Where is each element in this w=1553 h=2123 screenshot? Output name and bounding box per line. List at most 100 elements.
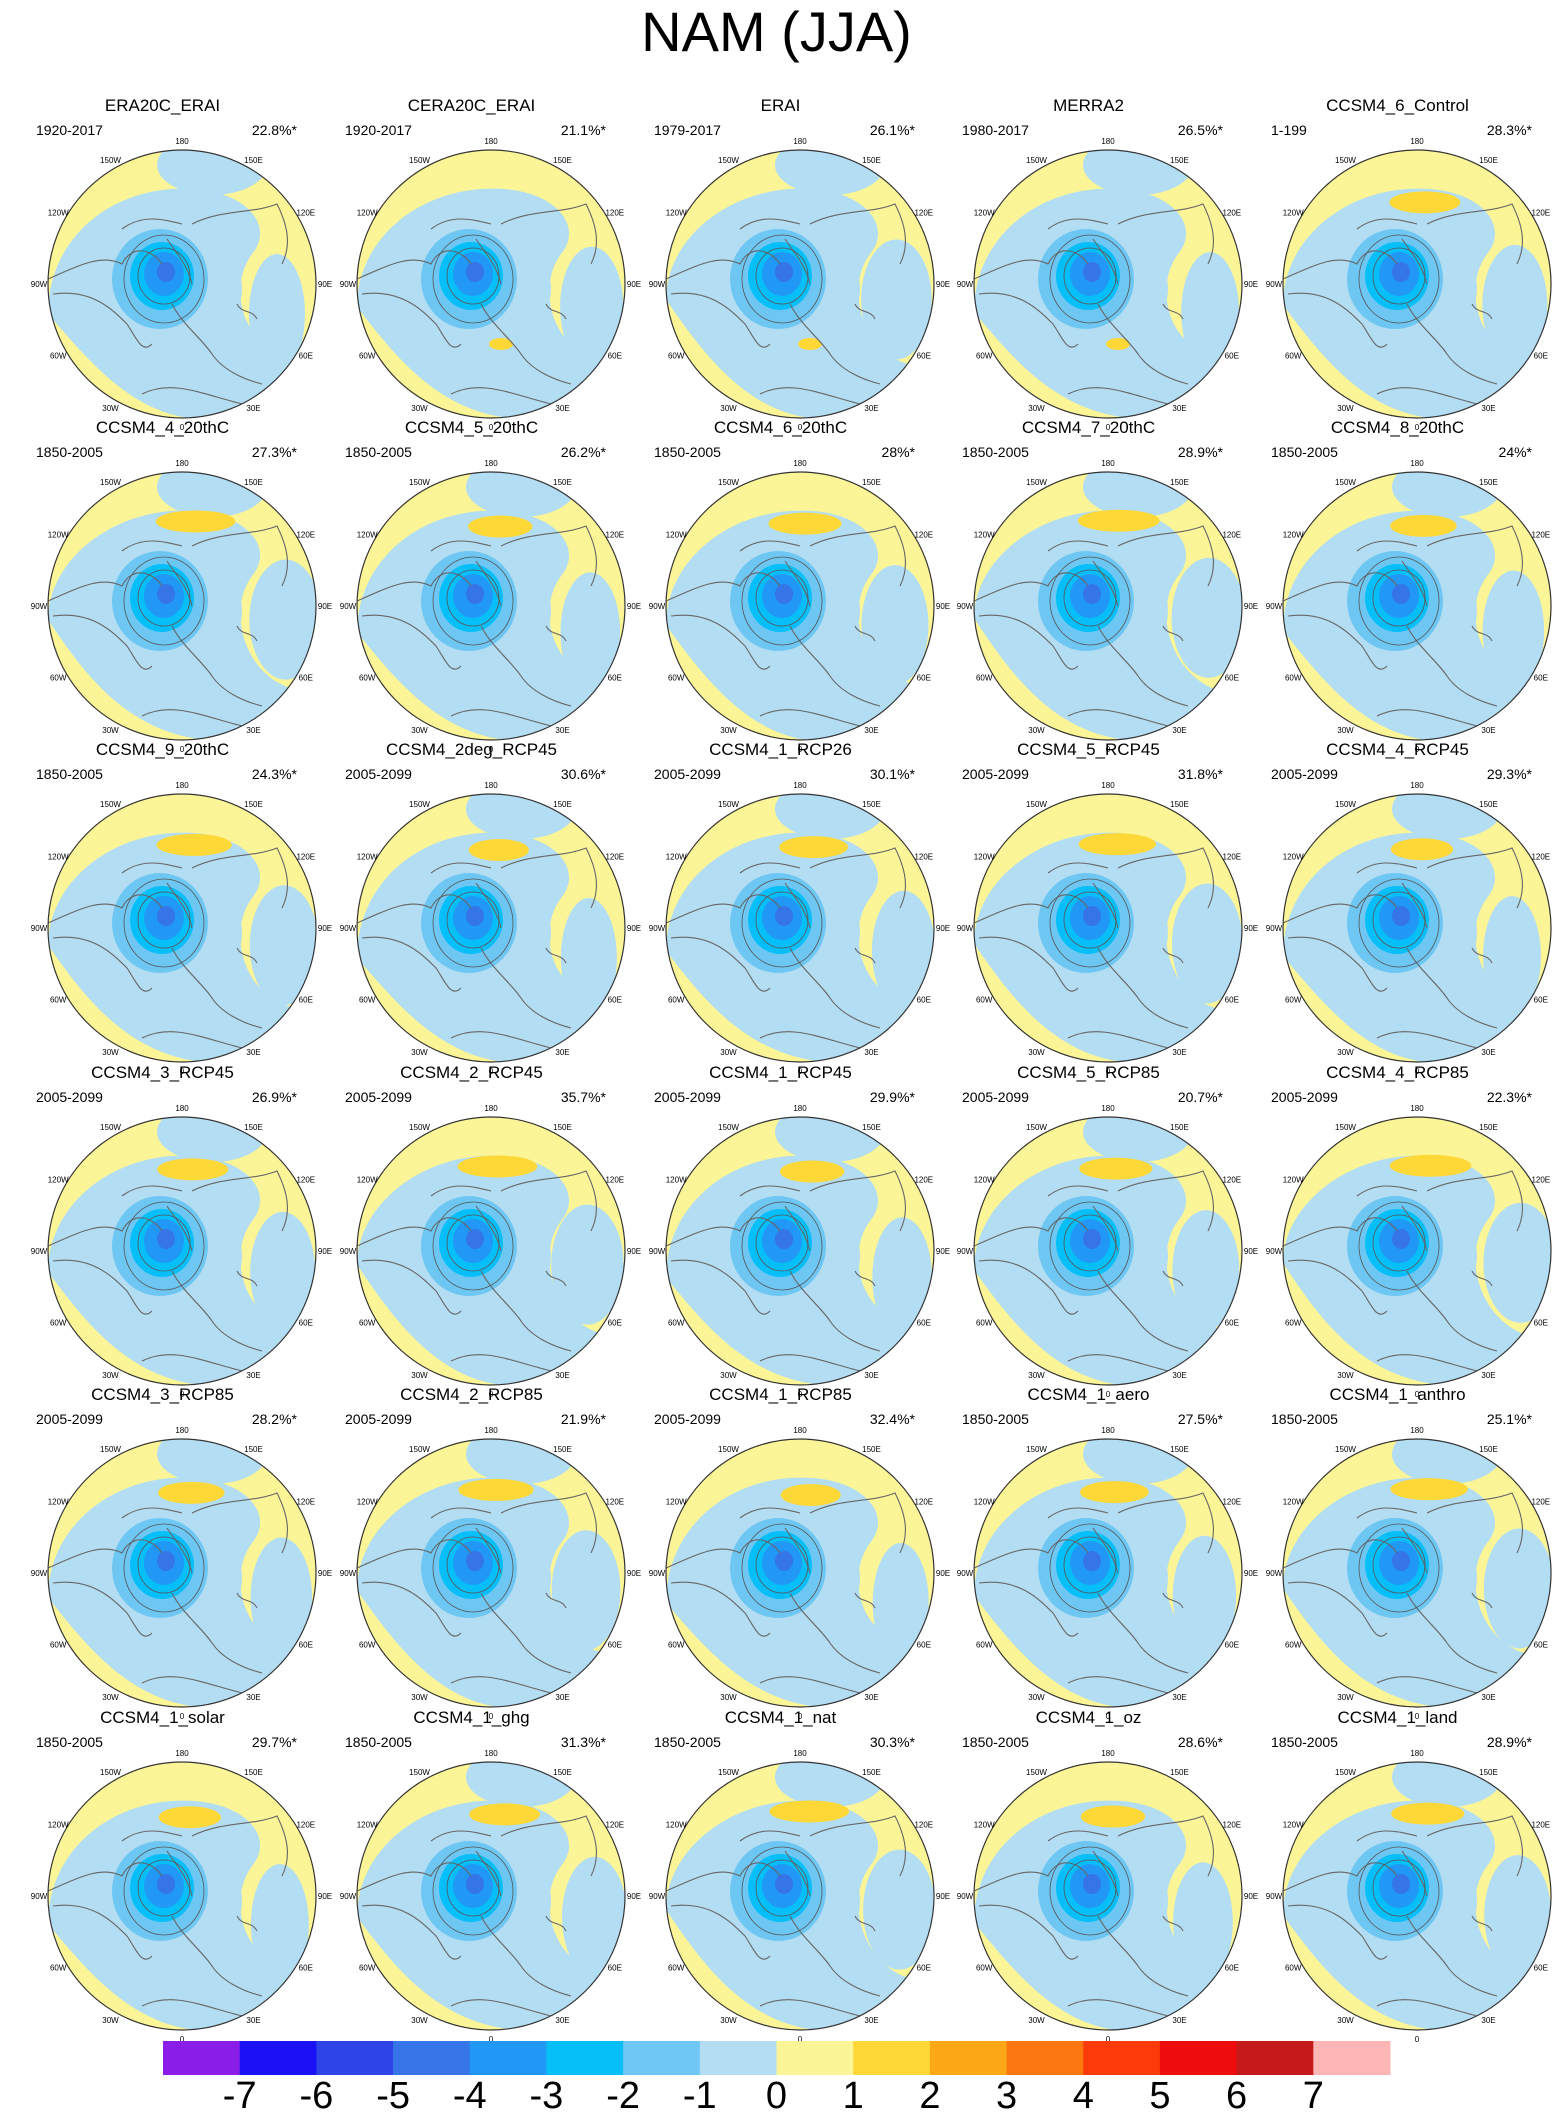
longitude-label: 90E	[1244, 602, 1258, 611]
longitude-label: 150W	[409, 1445, 430, 1454]
longitude-label: 0	[489, 1390, 494, 1399]
longitude-label: 150W	[100, 1123, 121, 1132]
longitude-label: 180	[484, 781, 498, 790]
longitude-label: 60E	[608, 674, 622, 683]
longitude-label: 60W	[50, 1641, 67, 1650]
longitude-label: 120W	[666, 531, 687, 540]
longitude-label: 30W	[1337, 404, 1354, 413]
map-border	[665, 1116, 935, 1386]
negative-patch-east	[1482, 244, 1548, 365]
longitude-label: 90W	[31, 280, 48, 289]
polar-map: 180 150E 120E 90E 60E 30E 0 30W 60W 90W 120W 150W	[340, 137, 641, 432]
longitude-label: 0	[180, 1712, 185, 1721]
longitude-label: 150E	[553, 156, 572, 165]
negative-patch-east	[250, 1537, 313, 1658]
longitude-label: 120W	[974, 531, 995, 540]
negative-patch-east	[250, 1211, 316, 1332]
longitude-label: 150E	[862, 156, 881, 165]
panel-years: 1850-2005	[654, 444, 721, 460]
negative-patch-north	[157, 1117, 267, 1162]
coastlines	[1283, 1492, 1523, 1694]
longitude-label: 30E	[864, 1693, 878, 1702]
polar-map: 180 150E 120E 90E 60E 30E 0 30W 60W 90W 120W 150W	[340, 781, 641, 1076]
longitude-label: 90W	[957, 924, 974, 933]
panel-years: 1850-2005	[962, 444, 1029, 460]
longitude-label: 90W	[1266, 1892, 1283, 1901]
longitude-label: 60W	[50, 352, 67, 361]
negative-patch-east	[250, 1864, 309, 1985]
longitude-label: 60E	[608, 352, 622, 361]
negative-patch-north	[157, 472, 267, 517]
contour-ring	[432, 1523, 514, 1613]
longitude-label: 180	[484, 1426, 498, 1435]
panel-years: 1850-2005	[36, 444, 103, 460]
map-border	[356, 471, 626, 741]
longitude-label: 30E	[1172, 2016, 1186, 2025]
longitude-label: 150W	[1026, 1768, 1047, 1777]
polar-map: 180 150E 120E 90E 60E 30E 0 30W 60W 90W 120W 150W	[649, 1749, 950, 2044]
longitude-label: 30W	[720, 1371, 737, 1380]
negative-patch-east	[562, 1856, 625, 1977]
panel-years: 1850-2005	[36, 766, 103, 782]
longitude-label: 30E	[864, 2016, 878, 2025]
longitude-label: 60E	[1534, 352, 1548, 361]
longitude-label: 120W	[48, 853, 69, 862]
negative-patch-north	[775, 1117, 885, 1162]
panel-years: 2005-2099	[654, 1089, 721, 1105]
longitude-label: 90E	[318, 602, 332, 611]
longitude-label: 0	[1106, 2035, 1111, 2044]
longitude-label: 30E	[864, 1371, 878, 1380]
longitude-label: 150E	[244, 1445, 263, 1454]
core-level-5	[775, 584, 793, 604]
longitude-label: 30W	[1337, 1693, 1354, 1702]
longitude-label: 60W	[976, 996, 993, 1005]
longitude-label: 180	[793, 1426, 807, 1435]
longitude-label: 60W	[50, 674, 67, 683]
contour-ring	[741, 1523, 823, 1613]
longitude-label: 120W	[48, 1498, 69, 1507]
longitude-label: 120W	[357, 1176, 378, 1185]
longitude-label: 180	[793, 781, 807, 790]
longitude-label: 60E	[608, 1319, 622, 1328]
coastlines	[48, 203, 288, 405]
longitude-label: 120E	[1531, 1498, 1550, 1507]
longitude-label: 120E	[1531, 853, 1550, 862]
longitude-label: 60W	[976, 674, 993, 683]
longitude-label: 150W	[100, 156, 121, 165]
panel-years: 1979-2017	[654, 122, 721, 138]
longitude-label: 0	[798, 1390, 803, 1399]
longitude-label: 180	[1410, 781, 1424, 790]
contour-ring	[432, 878, 514, 968]
map-border	[973, 149, 1243, 419]
contour-ring	[1358, 878, 1440, 968]
longitude-label: 90E	[1244, 924, 1258, 933]
panel-explained-variance: 28%*	[881, 444, 915, 460]
negative-patch-east	[560, 898, 617, 1018]
core-level-5	[466, 1874, 484, 1894]
longitude-label: 60W	[976, 1964, 993, 1973]
longitude-label: 90E	[627, 1892, 641, 1901]
longitude-label: 30E	[1481, 2016, 1495, 2025]
longitude-label: 120W	[357, 1498, 378, 1507]
map-border	[47, 1761, 317, 2031]
map-border	[1282, 149, 1552, 419]
negative-patch-east	[861, 239, 932, 360]
negative-patch-north	[775, 150, 885, 195]
map-border	[973, 471, 1243, 741]
longitude-label: 30E	[246, 404, 260, 413]
negative-patch-east	[1172, 883, 1242, 1004]
longitude-label: 180	[793, 1104, 807, 1113]
panel-years: 2005-2099	[345, 1089, 412, 1105]
longitude-label: 120E	[605, 209, 624, 218]
longitude-label: 180	[175, 781, 189, 790]
contour-ring	[1049, 1201, 1131, 1291]
longitude-label: 150E	[1170, 156, 1189, 165]
longitude-label: 150W	[100, 800, 121, 809]
longitude-label: 60E	[299, 1964, 313, 1973]
longitude-label: 150E	[862, 1768, 881, 1777]
longitude-label: 120W	[48, 1176, 69, 1185]
map-border	[47, 1116, 317, 1386]
polar-map: 180 150E 120E 90E 60E 30E 0 30W 60W 90W 120W 150W	[957, 1426, 1258, 1721]
longitude-label: 30W	[1028, 1371, 1045, 1380]
longitude-label: 150W	[409, 800, 430, 809]
